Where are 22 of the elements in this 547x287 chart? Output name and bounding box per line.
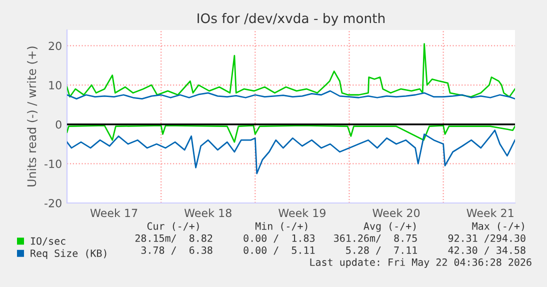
- text: Cur (-/+) Min (-/+) Avg (-/+) Max (-/+): [147, 222, 524, 232]
- y-tick-label: 20: [48, 42, 62, 50]
- x-tick-label: Week 19: [278, 208, 326, 218]
- y-tick-label: -20: [44, 198, 62, 208]
- y-tick-label: -10: [44, 160, 62, 168]
- text: 28.15m/ 8.82 0.00 / 1.83 361.26m/ 8.75 92.31 /294.30: [135, 234, 526, 243]
- x-tick-label: Week 21: [466, 208, 514, 218]
- y-axis-title: Units read (-) / write (+): [27, 46, 38, 186]
- line-series: [67, 90, 515, 100]
- chart-title: IOs for /dev/xvda - by month: [198, 13, 385, 26]
- legend-label: Req Size (KB): [30, 249, 106, 259]
- line-series: [67, 43, 515, 98]
- x-tick-label: Week 20: [372, 208, 420, 218]
- text: Last update: Fri May 22 04:36:28 2026: [310, 258, 532, 268]
- text: 3.78 / 6.38 0.00 / 5.11 5.28 / 7.11 42.30 / 34.58: [141, 246, 526, 255]
- line-series: [67, 124, 515, 143]
- y-tick-label: 0: [56, 120, 62, 129]
- legend-label: IO/sec: [30, 237, 66, 246]
- y-tick-label: 10: [49, 81, 62, 90]
- x-tick-label: Week 18: [184, 208, 232, 218]
- x-tick-label: Week 17: [90, 208, 138, 218]
- line-series: [67, 130, 515, 174]
